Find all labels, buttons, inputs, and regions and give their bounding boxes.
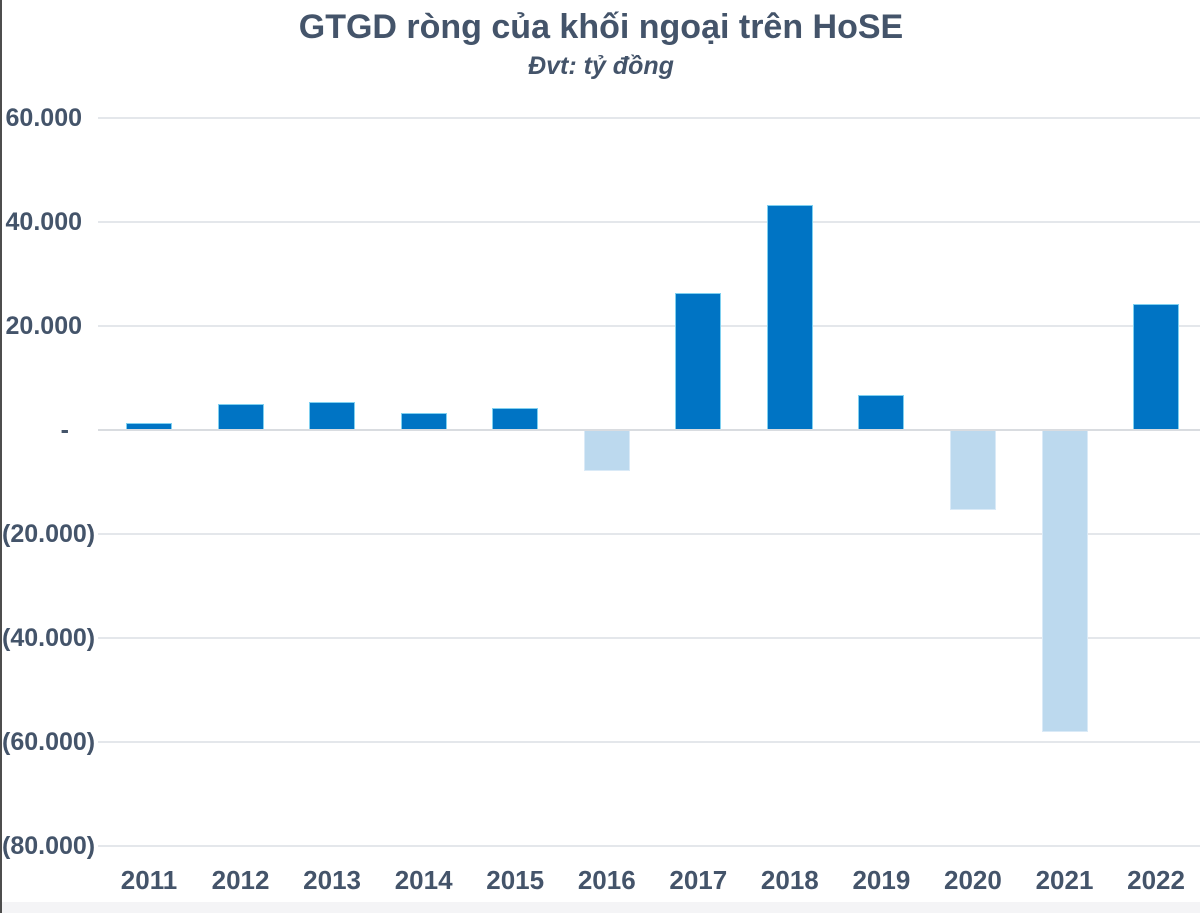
x-axis-label: 2022 <box>1127 865 1185 895</box>
y-axis-tick-label: (20.000) <box>2 520 96 548</box>
x-axis-label: 2013 <box>303 865 362 895</box>
y-axis-tick-label: 60.000 <box>5 104 82 132</box>
bar <box>1133 303 1180 430</box>
x-axis-label: 2011 <box>120 865 178 895</box>
zero-axis-line <box>98 428 1200 432</box>
gridline <box>98 845 1200 847</box>
bar <box>492 408 539 430</box>
y-axis-tick-label: - <box>60 416 69 444</box>
bar <box>400 413 447 430</box>
bar <box>1041 430 1088 732</box>
screenshot-bottom-edge <box>2 902 1200 913</box>
x-axis-label: 2019 <box>852 865 911 895</box>
x-axis-label: 2017 <box>669 865 728 895</box>
bar <box>858 394 905 430</box>
gridline <box>98 637 1200 639</box>
gridline <box>98 221 1200 223</box>
x-axis-label: 2018 <box>760 865 819 895</box>
bar <box>675 292 722 430</box>
chart-subtitle: Đvt: tỷ đồng <box>528 52 674 80</box>
bar <box>583 430 630 471</box>
bar <box>309 402 356 430</box>
gridline <box>98 741 1200 743</box>
bar <box>217 404 264 430</box>
x-axis-label: 2015 <box>486 865 545 895</box>
gridline <box>98 533 1200 535</box>
bar <box>949 430 996 511</box>
chart-title: GTGD ròng của khối ngoại trên HoSE <box>298 8 904 46</box>
x-axis-label: 2016 <box>577 865 636 895</box>
x-axis-label: 2012 <box>211 865 270 895</box>
x-axis-label: 2014 <box>394 865 453 895</box>
gridline <box>98 117 1200 119</box>
bar <box>766 204 813 430</box>
x-axis-label: 2020 <box>944 865 1002 895</box>
x-axis-label: 2021 <box>1035 865 1094 895</box>
y-axis-tick-label: (60.000) <box>2 728 96 756</box>
y-axis-tick-label: (40.000) <box>2 624 96 652</box>
y-axis-tick-label: (80.000) <box>2 832 96 860</box>
y-axis-tick-label: 40.000 <box>5 208 82 236</box>
y-axis-tick-label: 20.000 <box>5 312 82 340</box>
gridline <box>98 325 1200 327</box>
